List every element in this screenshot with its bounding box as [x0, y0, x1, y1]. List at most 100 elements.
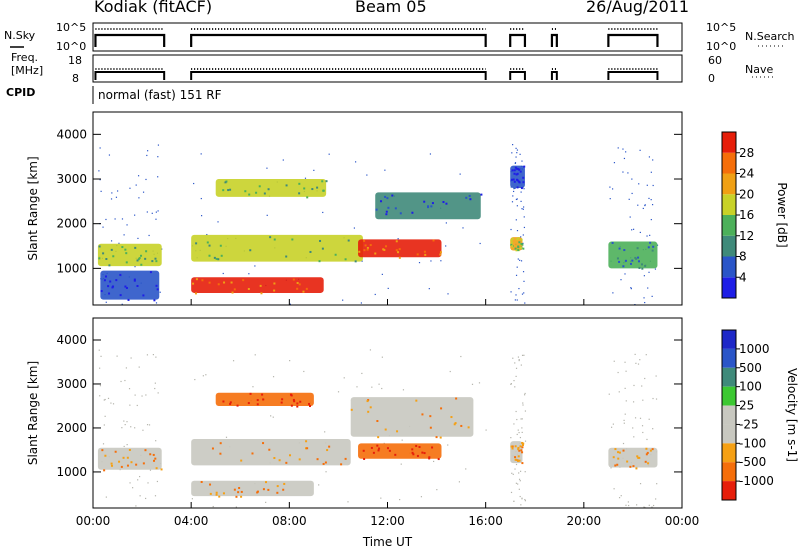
echo-cell [120, 294, 122, 296]
echo-cell [281, 398, 283, 400]
scatter-cell [628, 501, 629, 502]
echo-cell [387, 207, 389, 209]
scatter-cell [514, 188, 515, 189]
echo-cell [140, 255, 142, 257]
echo-cell [192, 283, 194, 285]
echo-cell [267, 489, 269, 491]
scatter-cell [517, 267, 518, 268]
echo-cell [345, 458, 347, 460]
x-tick-label: 20:00 [567, 514, 602, 528]
scatter-cell [612, 188, 613, 189]
scatter-cell [201, 215, 202, 216]
scatter-cell [517, 198, 518, 199]
scatter-cell [388, 288, 389, 289]
power-colorbar-tick-label: 8 [739, 250, 747, 264]
echo-cell [234, 288, 236, 290]
echo-cell [645, 461, 647, 463]
echo-cell [429, 415, 431, 417]
echo-cell [99, 245, 101, 247]
velocity-colorbar-tick-label: -500 [739, 455, 766, 469]
scatter-cell [651, 199, 652, 200]
scatter-cell [361, 302, 362, 303]
echo-cell [641, 268, 643, 270]
y-tick-label: 3000 [56, 172, 87, 186]
scatter-cell [515, 156, 516, 157]
scatter-cell [655, 498, 656, 499]
scatter-cell [100, 147, 101, 148]
velocity-colorbar-label: Velocity [m s-1] [785, 368, 799, 462]
echo-cell [522, 177, 524, 179]
scatter-cell [347, 501, 348, 502]
scatter-cell [149, 424, 150, 425]
velocity-colorbar-tick-label: 100 [739, 380, 762, 394]
scatter-cell [126, 421, 127, 422]
echo-cell [242, 279, 244, 281]
echo-cell [521, 462, 523, 464]
echo-region [98, 244, 162, 266]
echo-cell [240, 496, 242, 498]
echo-cell [391, 195, 393, 197]
scatter-cell [105, 219, 106, 220]
echo-cell [237, 491, 239, 493]
scatter-cell [513, 188, 514, 189]
echo-cell [455, 398, 457, 400]
scatter-cell [647, 287, 648, 288]
scatter-cell [472, 384, 473, 385]
scatter-cell [523, 281, 524, 282]
scatter-cell [516, 419, 517, 420]
scatter-cell [635, 363, 636, 364]
scatter-cell [446, 222, 447, 223]
scatter-cell [633, 401, 634, 402]
echo-cell [385, 213, 387, 215]
echo-cell [111, 286, 113, 288]
scatter-cell [613, 424, 614, 425]
echo-cell [516, 179, 518, 181]
scatter-cell [522, 418, 523, 419]
echo-cell [214, 257, 216, 259]
scatter-cell [521, 364, 522, 365]
scatter-cell [402, 440, 403, 441]
scatter-cell [109, 154, 110, 155]
scatter-cell [273, 376, 274, 377]
scatter-cell [624, 273, 625, 274]
echo-cell [277, 485, 279, 487]
y-tick-label: 1000 [56, 261, 87, 275]
echo-cell [296, 402, 298, 404]
echo-cell [518, 181, 520, 183]
echo-cell [321, 180, 323, 182]
echo-cell [223, 492, 225, 494]
scatter-cell [511, 492, 512, 493]
echo-cell [229, 403, 231, 405]
echo-cell [450, 416, 452, 418]
echo-cell [136, 285, 138, 287]
scatter-cell [633, 436, 634, 437]
echo-cell [248, 194, 250, 196]
echo-cell [511, 446, 513, 448]
echo-cell [421, 413, 423, 415]
echo-cell [374, 253, 376, 255]
scatter-cell [355, 161, 356, 162]
echo-cell [367, 411, 369, 413]
scatter-cell [102, 227, 103, 228]
scatter-cell [512, 201, 513, 202]
echo-cell [396, 240, 398, 242]
scatter-cell [142, 430, 143, 431]
scatter-cell [356, 386, 357, 387]
echo-cell [119, 274, 121, 276]
echo-cell [308, 403, 310, 405]
echo-cell [216, 494, 218, 496]
scatter-cell [639, 359, 640, 360]
scatter-cell [510, 437, 511, 438]
echo-cell [282, 489, 284, 491]
scatter-cell [516, 411, 517, 412]
scatter-cell [270, 415, 271, 416]
noise-trace [510, 35, 525, 47]
echo-cell [439, 254, 441, 256]
scatter-cell [145, 498, 146, 499]
scatter-cell [520, 496, 521, 497]
echo-cell [417, 253, 419, 255]
y-tick-label: 1000 [56, 465, 87, 479]
scatter-cell [510, 229, 511, 230]
echo-cell [517, 173, 519, 175]
echo-cell [219, 453, 221, 455]
